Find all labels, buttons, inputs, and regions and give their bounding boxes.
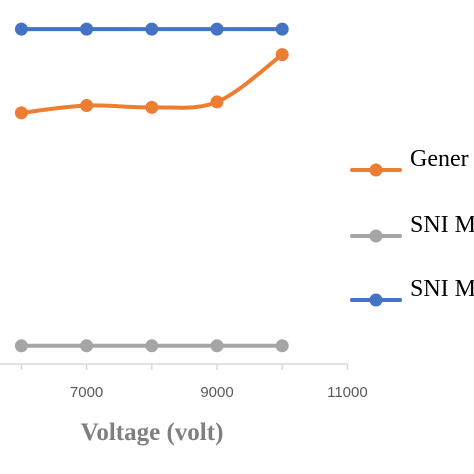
data-point xyxy=(14,106,28,120)
data-point xyxy=(14,22,28,36)
data-point xyxy=(80,99,94,113)
legend-label: SNI M xyxy=(410,276,474,302)
data-point xyxy=(145,339,159,353)
plot-area xyxy=(14,22,289,353)
legend: Gener SNI M SNI M xyxy=(350,146,474,307)
data-point xyxy=(210,95,224,109)
data-point xyxy=(210,339,224,353)
legend-swatch-marker xyxy=(369,293,383,307)
data-point xyxy=(145,22,159,36)
legend-swatch-marker xyxy=(369,229,383,243)
x-tick-label: 7000 xyxy=(70,384,103,401)
legend-swatch-marker xyxy=(369,163,383,177)
x-tick-label: 9000 xyxy=(200,384,233,401)
data-point xyxy=(80,339,94,353)
data-point xyxy=(275,339,289,353)
data-point xyxy=(210,22,224,36)
data-point xyxy=(145,100,159,114)
data-point xyxy=(80,22,94,36)
data-point xyxy=(275,48,289,62)
legend-label: SNI M xyxy=(410,212,474,238)
legend-item: SNI M xyxy=(350,276,474,307)
legend-label: Gener xyxy=(410,146,469,172)
x-axis: 7000 9000 11000 xyxy=(0,363,368,401)
legend-item: Gener xyxy=(350,146,469,177)
data-point xyxy=(14,339,28,353)
x-tick-label: 11000 xyxy=(327,384,368,401)
legend-item: SNI M xyxy=(350,212,474,243)
x-axis-title: Voltage (volt) xyxy=(81,419,224,446)
data-point xyxy=(275,22,289,36)
